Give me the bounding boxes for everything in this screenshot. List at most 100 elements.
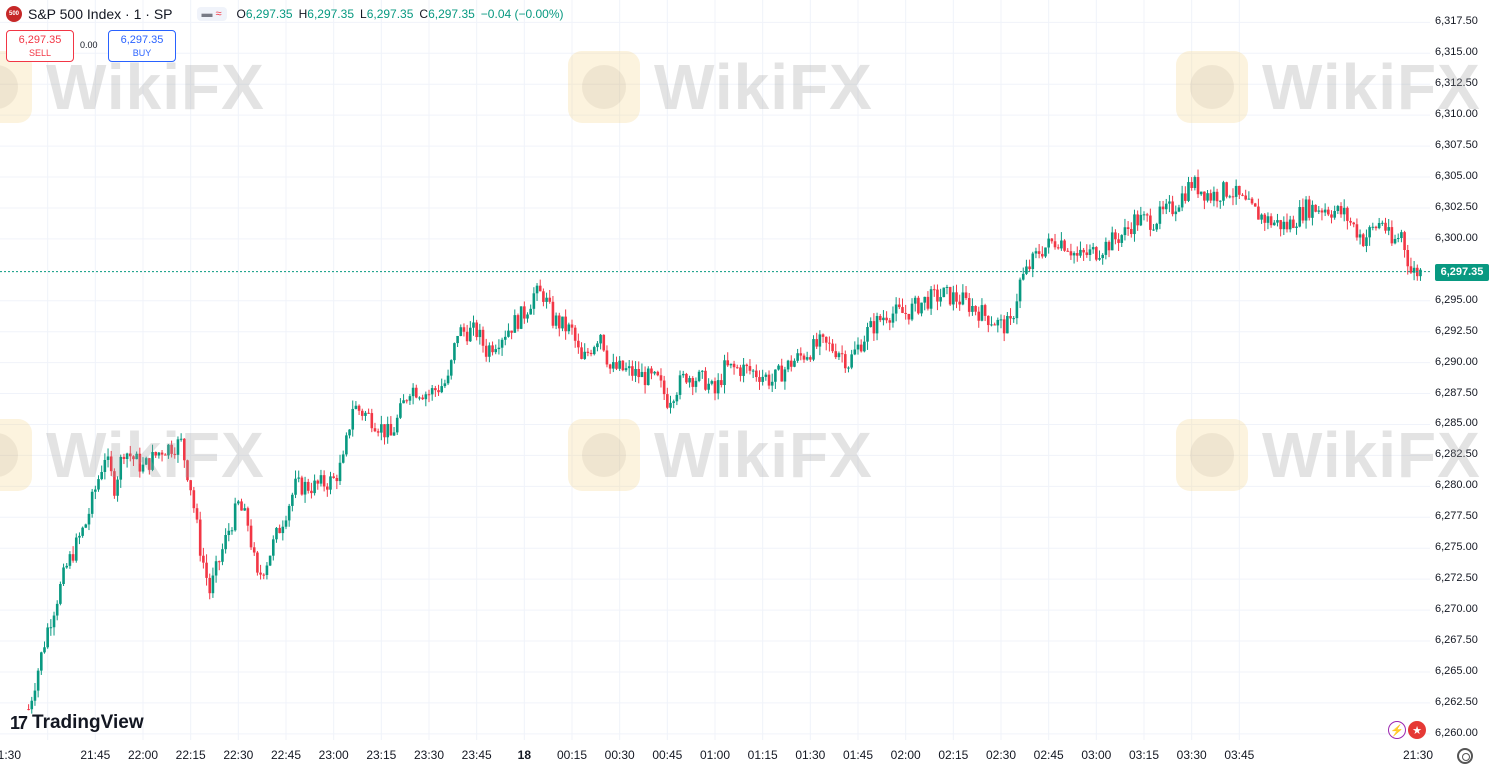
close-value: 6,297.35 xyxy=(428,7,475,21)
candle-body xyxy=(1285,221,1289,230)
candle-body xyxy=(90,491,94,514)
sell-button[interactable]: 6,297.35 SELL xyxy=(6,30,74,62)
us-flag-icon[interactable]: ★ xyxy=(1408,721,1426,739)
tradingview-logo-text: TradingView xyxy=(32,712,144,733)
candle-body xyxy=(338,462,342,482)
candle-body xyxy=(799,353,803,356)
candle-body xyxy=(891,313,895,323)
low-value: 6,297.35 xyxy=(366,7,414,21)
candle-body xyxy=(1206,193,1209,201)
ohlc-values: O6,297.35 H6,297.35 L6,297.35 C6,297.35 … xyxy=(237,7,564,21)
candle-body xyxy=(713,381,717,394)
candle-body xyxy=(821,334,825,337)
candle-body xyxy=(1361,234,1365,247)
candle-body xyxy=(78,535,81,538)
time-tick-label: 21:30 xyxy=(0,748,22,762)
candle-body xyxy=(354,405,358,409)
candle-body xyxy=(306,481,310,491)
candle-body xyxy=(1095,247,1098,260)
candle-body xyxy=(345,435,348,455)
candle-body xyxy=(986,315,990,326)
candle-body xyxy=(1041,253,1044,257)
tradingview-logo[interactable]: 17 TradingView xyxy=(10,712,144,734)
symbol-logo-icon[interactable]: 500 xyxy=(6,6,22,22)
change-value: −0.04 (−0.00%) xyxy=(480,7,564,21)
candle-body xyxy=(643,371,647,386)
candle-body xyxy=(484,345,488,357)
candle-body xyxy=(141,464,145,472)
time-tick-label: 23:45 xyxy=(461,748,492,762)
candle-body xyxy=(233,503,237,531)
price-tick-label: 6,267.50 xyxy=(1435,634,1478,647)
candle-body xyxy=(100,471,103,480)
spread-value: 0.00 xyxy=(80,40,98,50)
settings-icon[interactable] xyxy=(1457,748,1473,764)
candle-body xyxy=(850,354,853,368)
candle-body xyxy=(1037,251,1041,254)
candle-body xyxy=(475,322,478,338)
candle-body xyxy=(440,386,444,393)
candle-body xyxy=(859,344,863,352)
candle-body xyxy=(993,324,996,326)
candle-body xyxy=(217,561,221,563)
candle-body xyxy=(300,477,304,495)
candle-body xyxy=(170,444,173,454)
candle-body xyxy=(1263,214,1267,223)
time-tick-label: 22:15 xyxy=(175,748,206,762)
candle-body xyxy=(68,554,72,566)
time-tick-label: 21:45 xyxy=(80,748,111,762)
candle-body xyxy=(920,302,923,314)
candle-body xyxy=(265,565,269,575)
time-tick-label: 01:30 xyxy=(795,748,826,762)
candle-body xyxy=(513,315,517,333)
candle-body xyxy=(875,316,879,334)
candle-body xyxy=(449,360,453,376)
candle-body xyxy=(36,670,40,691)
legend-toggle[interactable]: ▬ ≈ xyxy=(196,7,227,21)
candle-body xyxy=(1174,211,1178,215)
candle-body xyxy=(1409,266,1413,273)
candle-body xyxy=(503,336,507,340)
candle-body xyxy=(395,417,399,433)
sell-price: 6,297.35 xyxy=(18,34,62,46)
candle-body xyxy=(40,652,43,671)
candle-body xyxy=(837,353,841,358)
price-tick-label: 6,305.00 xyxy=(1435,170,1478,183)
candle-body xyxy=(621,360,625,371)
candle-body xyxy=(888,320,892,323)
candle-body xyxy=(252,547,256,553)
candle-body xyxy=(640,371,644,378)
candle-body xyxy=(465,331,469,342)
price-tick-label: 6,260.00 xyxy=(1435,726,1478,739)
candle-body xyxy=(1088,249,1092,255)
lightning-icon[interactable]: ⚡ xyxy=(1388,721,1406,739)
candle-body xyxy=(500,339,504,348)
candle-body xyxy=(507,330,510,337)
candle-body xyxy=(163,454,167,456)
candle-body xyxy=(446,375,450,384)
candle-body xyxy=(783,369,787,382)
candle-body xyxy=(538,285,542,292)
candle-body xyxy=(983,305,987,316)
candle-body xyxy=(405,400,409,402)
candle-body xyxy=(157,452,161,456)
candle-body xyxy=(1149,215,1152,230)
candle-body xyxy=(1234,185,1238,197)
candle-body xyxy=(453,343,456,361)
buy-button[interactable]: 6,297.35 BUY xyxy=(108,30,176,62)
candle-body xyxy=(567,324,571,332)
candle-body xyxy=(1352,222,1356,225)
symbol-title[interactable]: S&P 500 Index · 1 · SP xyxy=(28,6,173,22)
candle-body xyxy=(1269,216,1273,226)
candle-body xyxy=(1342,207,1346,215)
candle-body xyxy=(1009,315,1012,319)
candle-body xyxy=(459,327,463,336)
candle-body xyxy=(319,475,323,484)
candle-body xyxy=(685,373,688,383)
candle-body xyxy=(97,479,100,490)
candle-body xyxy=(1075,253,1079,256)
candle-body xyxy=(364,412,367,416)
candle-body xyxy=(551,301,555,326)
